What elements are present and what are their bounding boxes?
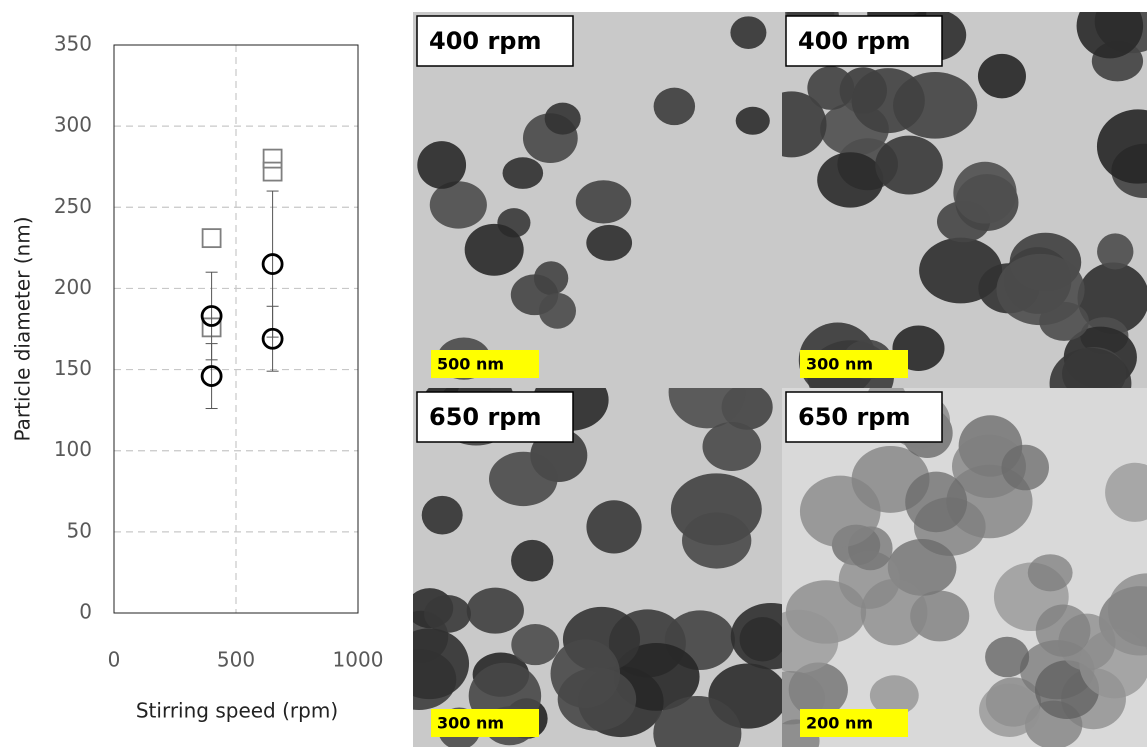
y-axis-title: Particle diameter (nm) xyxy=(11,216,35,441)
particle xyxy=(1049,347,1132,388)
particle xyxy=(538,292,577,329)
particle xyxy=(544,102,581,135)
circle-marker xyxy=(261,327,284,350)
particle xyxy=(421,495,463,535)
particle xyxy=(511,539,554,582)
circle-marker xyxy=(200,365,223,387)
particle xyxy=(586,224,633,261)
y-tick-label: 0 xyxy=(79,600,92,624)
particle xyxy=(586,500,642,554)
particle xyxy=(466,587,524,634)
particle xyxy=(730,602,782,670)
y-tick-label: 300 xyxy=(54,113,92,137)
particle xyxy=(1096,109,1147,184)
particle xyxy=(575,180,632,224)
panel-label-box xyxy=(785,15,943,67)
error-bar xyxy=(266,305,279,372)
square-marker xyxy=(201,228,222,249)
panel-label: 650 rpm xyxy=(429,403,541,431)
y-tick-label: 50 xyxy=(67,518,92,542)
y-tick-label: 200 xyxy=(54,275,92,299)
panel-label-box xyxy=(416,15,574,67)
particle xyxy=(702,422,762,471)
scale-bar-label: 500 nm xyxy=(437,355,504,374)
y-tick-label: 350 xyxy=(54,32,92,56)
panel-label: 400 rpm xyxy=(429,27,541,55)
y-tick-label: 100 xyxy=(54,437,92,461)
particle xyxy=(782,609,839,674)
particle xyxy=(417,141,467,189)
scale-bar-box xyxy=(800,350,908,378)
particle xyxy=(875,135,943,195)
error-bar xyxy=(205,343,218,410)
x-tick-label: 1000 xyxy=(333,648,384,672)
scale-bar-box xyxy=(800,709,908,737)
panel-label: 650 rpm xyxy=(798,403,910,431)
particle xyxy=(464,223,524,276)
particle xyxy=(977,53,1026,99)
panel-label: 400 rpm xyxy=(798,27,910,55)
y-tick-label: 150 xyxy=(54,356,92,380)
particle xyxy=(668,388,746,429)
particle xyxy=(1035,604,1091,657)
particle xyxy=(905,471,968,533)
x-tick-label: 0 xyxy=(108,648,121,672)
particle xyxy=(869,675,919,716)
plot-frame xyxy=(113,44,359,614)
particle xyxy=(782,91,827,158)
scale-bar-box xyxy=(431,350,539,378)
particle xyxy=(511,624,560,666)
particle xyxy=(550,639,621,708)
scale-bar-box xyxy=(431,709,539,737)
circle-marker xyxy=(200,305,223,327)
y-tick-label: 250 xyxy=(54,194,92,218)
x-tick-label: 500 xyxy=(217,648,255,672)
tem-image xyxy=(413,12,782,388)
particle xyxy=(429,181,487,229)
particle xyxy=(1077,262,1147,334)
particle xyxy=(953,161,1017,224)
tem-image xyxy=(782,12,1147,388)
particle xyxy=(1001,444,1049,491)
particle xyxy=(817,152,884,208)
particle xyxy=(1107,573,1147,647)
particle xyxy=(730,16,767,49)
particle xyxy=(985,636,1030,678)
square-marker xyxy=(262,148,283,169)
particle xyxy=(424,595,471,633)
x-axis-title: Stirring speed (rpm) xyxy=(136,699,338,723)
panel-label-box xyxy=(416,391,574,443)
square-marker xyxy=(262,161,283,182)
particle xyxy=(1105,462,1147,522)
particle xyxy=(653,87,696,126)
scale-bar-label: 200 nm xyxy=(806,714,873,733)
particle xyxy=(979,683,1040,737)
particle xyxy=(502,157,544,189)
particle xyxy=(735,106,770,135)
particle xyxy=(682,512,752,569)
particle xyxy=(799,475,881,548)
particle xyxy=(533,261,569,296)
panel-label-box xyxy=(785,391,943,443)
scale-bar-label: 300 nm xyxy=(437,714,504,733)
particle xyxy=(413,628,470,700)
particle xyxy=(860,579,928,646)
particle xyxy=(1027,554,1073,592)
particle xyxy=(851,68,925,134)
tem-image xyxy=(782,388,1147,747)
scale-bar-label: 300 nm xyxy=(806,355,873,374)
circle-marker xyxy=(261,253,284,275)
particle xyxy=(1097,233,1134,270)
particle xyxy=(996,253,1085,326)
particle xyxy=(807,66,855,110)
particle xyxy=(489,451,558,507)
particle xyxy=(1076,12,1144,59)
particle xyxy=(653,696,742,747)
